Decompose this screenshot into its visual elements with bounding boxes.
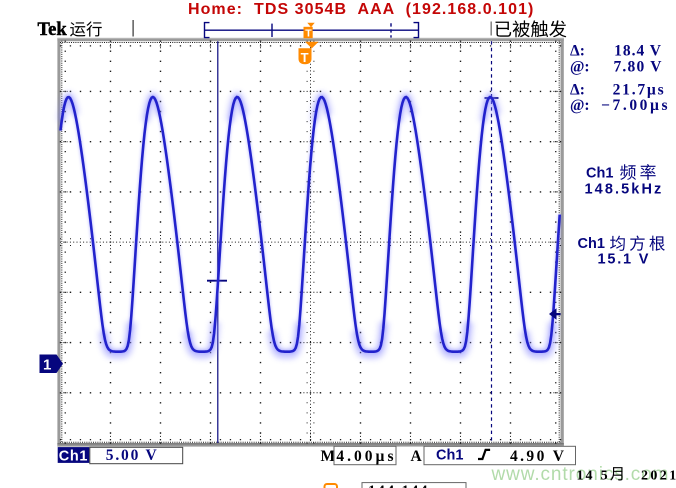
svg-text:4.00µs: 4.00µs — [336, 448, 396, 465]
svg-text:148.5kHz: 148.5kHz — [585, 182, 664, 198]
svg-text:T: T — [305, 28, 312, 40]
svg-text:Δ:: Δ: — [570, 42, 585, 59]
svg-text:Ch1: Ch1 — [59, 448, 88, 464]
svg-text:Ch1: Ch1 — [586, 166, 613, 182]
svg-text:www.cntronics.com: www.cntronics.com — [491, 464, 670, 485]
svg-text:Home: TDS 3054B AAA (192.16: Home: TDS 3054B AAA (192.168.0.101) — [188, 1, 534, 18]
svg-text:144.144µ: 144.144µ — [368, 483, 440, 488]
svg-text:4.90 V: 4.90 V — [510, 448, 566, 465]
svg-text:@:: @: — [570, 97, 590, 114]
svg-text:−7.00µs: −7.00µs — [601, 97, 670, 114]
svg-text:18.4 V: 18.4 V — [614, 42, 662, 59]
svg-text:Tek: Tek — [38, 20, 68, 40]
svg-text:14: 14 — [577, 468, 595, 483]
svg-text:15.1 V: 15.1 V — [598, 252, 651, 268]
svg-text:1: 1 — [43, 357, 51, 374]
svg-text:7.80 V: 7.80 V — [613, 59, 662, 76]
svg-text:15 57 45: 15 57 45 — [578, 486, 651, 488]
svg-text:Δ:: Δ: — [570, 82, 585, 99]
svg-text:2021: 2021 — [641, 468, 676, 483]
svg-text:21.7µs: 21.7µs — [613, 82, 666, 99]
svg-text:A: A — [411, 448, 423, 465]
svg-text:M: M — [321, 448, 336, 465]
svg-text:Ch1: Ch1 — [578, 236, 605, 252]
svg-text:5: 5 — [601, 468, 608, 483]
svg-text:Ch1: Ch1 — [436, 448, 463, 464]
svg-text:T: T — [301, 50, 309, 65]
svg-text:@:: @: — [570, 59, 590, 76]
svg-text:5.00 V: 5.00 V — [106, 447, 159, 464]
